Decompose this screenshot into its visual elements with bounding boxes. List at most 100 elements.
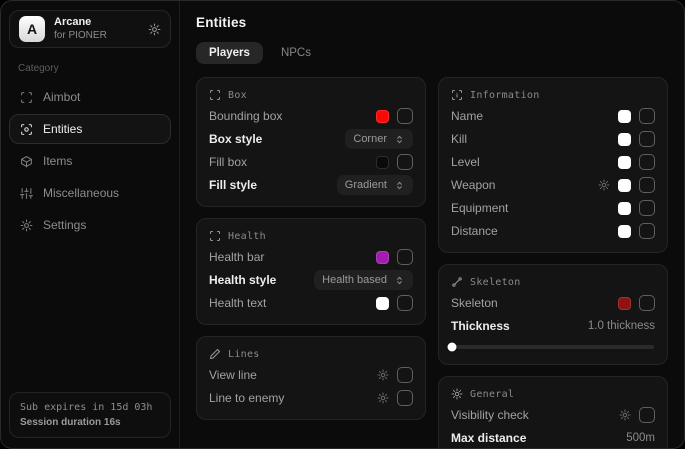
app-subtitle: for PIONER xyxy=(54,29,107,41)
color-swatch[interactable] xyxy=(376,109,389,123)
setting-row-fill-style: Fill style Gradient xyxy=(209,174,413,196)
logo-card: A Arcane for PIONER xyxy=(9,10,171,49)
slider-thumb[interactable] xyxy=(447,342,457,352)
bone-icon xyxy=(451,276,463,288)
panel-title: Box xyxy=(228,89,247,101)
panel-title: Health xyxy=(228,230,266,242)
bounding-box-checkbox[interactable] xyxy=(397,108,413,124)
setting-row-distance: Distance xyxy=(451,220,655,242)
sidebar-item-entities[interactable]: Entities xyxy=(9,114,171,145)
max-distance-value: 500m xyxy=(626,432,655,444)
dropdown-value: Gradient xyxy=(344,179,387,191)
setting-row-visibility-check: Visibility check xyxy=(451,404,655,426)
visibility-check-checkbox[interactable] xyxy=(639,407,655,423)
app-logo: A xyxy=(19,16,45,43)
skeleton-checkbox[interactable] xyxy=(639,295,655,311)
weapon-config-gear-icon[interactable] xyxy=(598,179,610,191)
panel-title: Lines xyxy=(228,348,260,360)
color-swatch[interactable] xyxy=(618,224,631,238)
thickness-slider[interactable] xyxy=(447,342,654,352)
box-scan-icon xyxy=(209,89,221,101)
color-swatch[interactable] xyxy=(618,296,631,310)
sidebar-item-settings[interactable]: Settings xyxy=(9,210,171,240)
setting-row-weapon: Weapon xyxy=(451,174,655,196)
setting-row-kill: Kill xyxy=(451,128,655,150)
color-swatch[interactable] xyxy=(376,155,389,169)
panel-general: General Visibility check Max distance xyxy=(438,376,668,448)
chevron-up-down-icon xyxy=(394,275,405,286)
tab-players[interactable]: Players xyxy=(196,42,263,64)
gear-icon xyxy=(20,219,33,232)
scan-face-icon xyxy=(20,123,33,136)
color-swatch[interactable] xyxy=(618,201,631,215)
setting-row-equipment: Equipment xyxy=(451,197,655,219)
session-duration-text: Session duration 16s xyxy=(20,417,121,428)
sliders-icon xyxy=(20,187,33,200)
view-line-config-gear-icon[interactable] xyxy=(377,369,389,381)
panel-skeleton: Skeleton Skeleton Thickness 1.0 thicknes… xyxy=(438,264,668,365)
health-text-checkbox[interactable] xyxy=(397,295,413,311)
chevron-up-down-icon xyxy=(394,134,405,145)
category-label: Category xyxy=(18,63,59,75)
panel-title: General xyxy=(470,388,515,400)
line-to-enemy-config-gear-icon[interactable] xyxy=(377,392,389,404)
pencil-line-icon xyxy=(209,348,221,360)
dropdown-value: Corner xyxy=(353,133,387,145)
name-checkbox[interactable] xyxy=(639,108,655,124)
setting-row-health-text: Health text xyxy=(209,292,413,314)
equipment-checkbox[interactable] xyxy=(639,200,655,216)
line-to-enemy-checkbox[interactable] xyxy=(397,390,413,406)
setting-row-name: Name xyxy=(451,105,655,127)
setting-row-view-line: View line xyxy=(209,364,413,386)
health-style-dropdown[interactable]: Health based xyxy=(314,270,413,290)
tab-npcs[interactable]: NPCs xyxy=(280,47,311,59)
visibility-config-gear-icon[interactable] xyxy=(619,409,631,421)
sub-expiry-text: Sub expires in 15d 03h xyxy=(20,402,153,413)
app-title: Arcane xyxy=(54,16,92,28)
general-gear-icon xyxy=(451,388,463,400)
color-swatch[interactable] xyxy=(618,178,631,192)
setting-row-box-style: Box style Corner xyxy=(209,128,413,150)
setting-row-thickness: Thickness 1.0 thickness xyxy=(451,319,655,333)
main-content: Entities Players NPCs Box Bounding box xyxy=(180,1,684,448)
kill-checkbox[interactable] xyxy=(639,131,655,147)
health-bar-checkbox[interactable] xyxy=(397,249,413,265)
panel-grid: Box Bounding box Box style Corner xyxy=(196,77,668,448)
info-scan-icon xyxy=(451,89,463,101)
sidebar-item-label: Miscellaneous xyxy=(43,186,120,201)
color-swatch[interactable] xyxy=(618,109,631,123)
setting-row-level: Level xyxy=(451,151,655,173)
color-swatch[interactable] xyxy=(618,132,631,146)
panel-title: Skeleton xyxy=(470,276,521,288)
chevron-up-down-icon xyxy=(394,180,405,191)
tab-bar: Players NPCs xyxy=(196,42,668,64)
fill-box-checkbox[interactable] xyxy=(397,154,413,170)
panel-health: Health Health bar Health style Health ba… xyxy=(196,218,426,325)
box-style-dropdown[interactable]: Corner xyxy=(345,129,413,149)
sidebar-item-items[interactable]: Items xyxy=(9,146,171,176)
view-line-checkbox[interactable] xyxy=(397,367,413,383)
level-checkbox[interactable] xyxy=(639,154,655,170)
sidebar-item-label: Entities xyxy=(43,122,83,137)
color-swatch[interactable] xyxy=(618,155,631,169)
setting-row-fill-box: Fill box xyxy=(209,151,413,173)
sidebar-item-aimbot[interactable]: Aimbot xyxy=(9,82,171,112)
weapon-checkbox[interactable] xyxy=(639,177,655,193)
distance-checkbox[interactable] xyxy=(639,223,655,239)
setting-row-max-distance: Max distance 500m xyxy=(451,431,655,445)
panel-information: Information Name Kill xyxy=(438,77,668,253)
health-scan-icon xyxy=(209,230,221,242)
sidebar-item-label: Items xyxy=(43,154,73,169)
setting-row-health-style: Health style Health based xyxy=(209,269,413,291)
panel-lines: Lines View line Line to enemy xyxy=(196,336,426,420)
setting-row-line-to-enemy: Line to enemy xyxy=(209,387,413,409)
setting-row-bounding-box: Bounding box xyxy=(209,105,413,127)
color-swatch[interactable] xyxy=(376,250,389,264)
sidebar-item-miscellaneous[interactable]: Miscellaneous xyxy=(9,178,171,208)
page-title: Entities xyxy=(196,15,247,30)
subscription-info-card: Sub expires in 15d 03h Session duration … xyxy=(9,392,171,438)
color-swatch[interactable] xyxy=(376,296,389,310)
fill-style-dropdown[interactable]: Gradient xyxy=(336,175,413,195)
account-settings-gear-icon[interactable] xyxy=(148,23,161,36)
